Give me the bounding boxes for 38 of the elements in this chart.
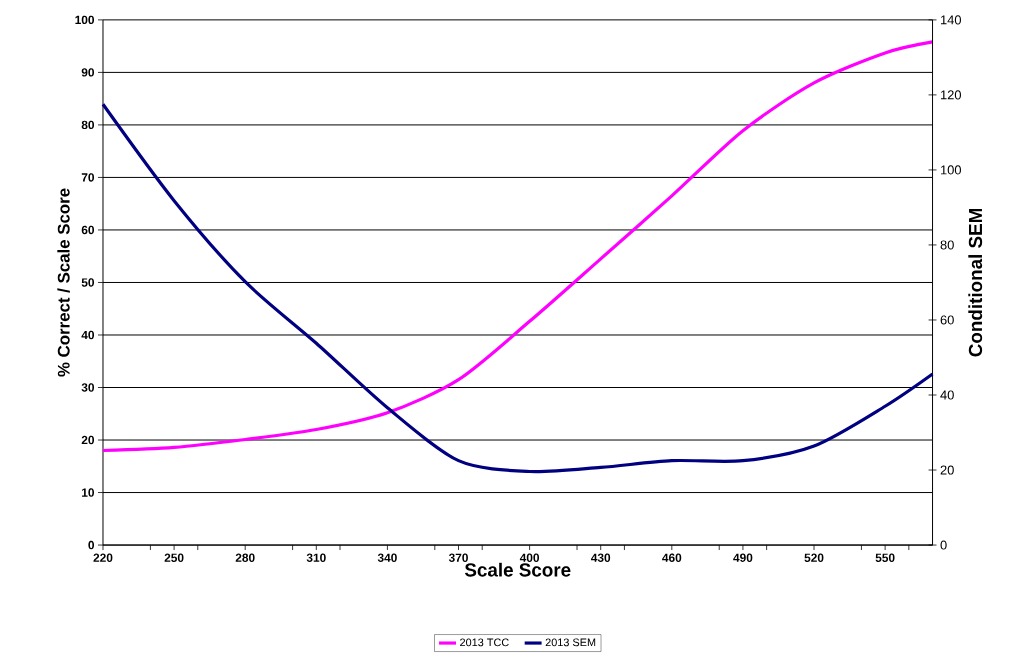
y-tick-label: 10 [82, 488, 95, 497]
legend-label: 2013 SEM [545, 638, 596, 646]
y-tick-label: 100 [75, 15, 95, 24]
x-tick-label: 490 [733, 553, 753, 562]
y2-tick-label: 80 [940, 240, 954, 250]
x-tick-label: 340 [377, 553, 397, 562]
x-tick-label: 520 [804, 553, 824, 562]
y-tick-label: 90 [81, 67, 95, 77]
x-tick-label: 460 [662, 553, 682, 562]
legend-label: 2013 TCC [460, 638, 509, 646]
y2-tick-label: 40 [940, 390, 954, 400]
y-tick-label: 40 [81, 330, 95, 339]
x-tick-label: 430 [590, 553, 611, 562]
x-tick-label: 370 [448, 553, 468, 562]
y-tick-label: 20 [81, 435, 95, 445]
y2-tick-label: 100 [941, 165, 962, 175]
x-tick-label: 550 [875, 553, 895, 562]
y2-tick-label: 140 [941, 15, 962, 25]
y-axis-title: % Correct / Scale Score [57, 188, 70, 377]
x-tick-label: 250 [164, 553, 184, 562]
y2-tick-label: 60 [940, 315, 954, 325]
y2-axis-title: Conditional SEM [968, 208, 983, 357]
y-tick-label: 30 [81, 383, 95, 392]
x-tick-label: 280 [235, 553, 255, 562]
y-tick-label: 60 [81, 225, 95, 234]
line-series [101, 102, 935, 473]
y2-tick-label: 120 [941, 90, 962, 100]
x-tick-label: 310 [306, 553, 326, 562]
y2-tick-label: 20 [940, 465, 954, 475]
y-tick-label: 80 [81, 120, 95, 129]
line-series [101, 40, 935, 452]
x-tick-label: 400 [519, 553, 540, 562]
y-tick-label: 50 [81, 278, 95, 287]
x-tick-label: 220 [93, 553, 113, 562]
y-tick-label: 0 [88, 540, 95, 550]
y-tick-label: 70 [81, 173, 95, 182]
x-axis-title: Scale Score [464, 562, 571, 577]
y2-tick-label: 0 [940, 540, 947, 550]
